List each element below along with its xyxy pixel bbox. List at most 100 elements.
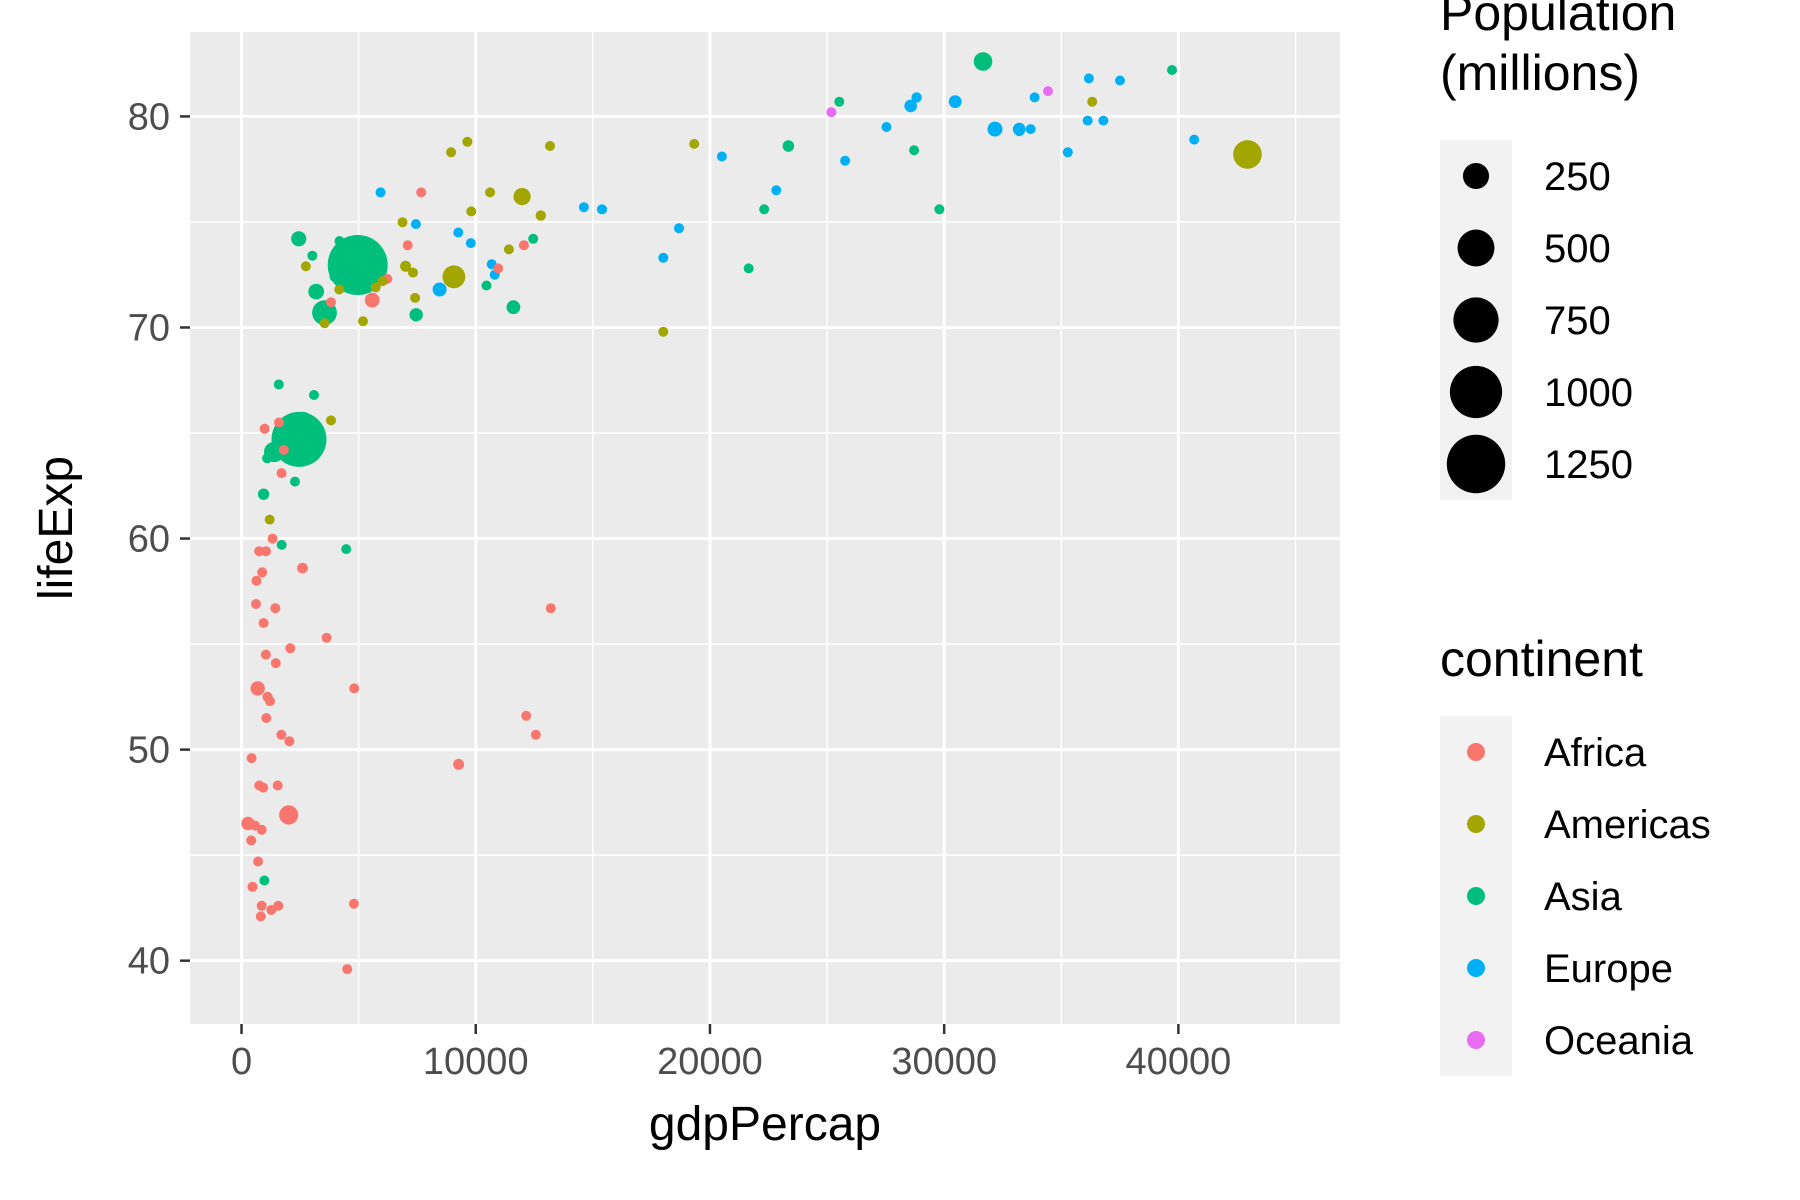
y-tick-label: 70 xyxy=(128,307,170,349)
point-africa xyxy=(250,681,265,696)
point-europe xyxy=(1083,73,1094,84)
point-africa xyxy=(273,900,284,911)
point-africa xyxy=(251,575,262,586)
point-oceania xyxy=(1043,86,1053,97)
size-legend-label: 1250 xyxy=(1544,443,1633,487)
point-asia xyxy=(409,308,423,322)
point-europe xyxy=(674,223,684,234)
point-americas xyxy=(358,316,368,327)
point-americas xyxy=(485,187,496,198)
size-legend-key xyxy=(1457,229,1495,267)
y-tick-label: 60 xyxy=(128,519,170,561)
point-asia xyxy=(759,204,770,215)
point-africa xyxy=(321,632,332,643)
point-africa xyxy=(254,546,265,557)
point-europe xyxy=(453,227,464,238)
point-africa xyxy=(342,964,353,975)
x-axis-title: gdpPercap xyxy=(649,1098,881,1151)
point-europe xyxy=(881,122,892,132)
point-americas xyxy=(503,244,514,255)
point-americas xyxy=(319,318,330,329)
point-americas xyxy=(535,210,546,221)
point-africa xyxy=(326,297,336,308)
point-europe xyxy=(771,185,782,196)
y-axis-title: lifeExp xyxy=(30,456,83,600)
point-africa xyxy=(258,618,269,628)
point-asia xyxy=(273,379,284,390)
point-asia xyxy=(327,235,388,295)
point-africa xyxy=(493,263,504,274)
color-legend-label: Americas xyxy=(1544,803,1711,847)
point-americas xyxy=(1087,96,1098,107)
point-americas xyxy=(658,326,669,337)
point-asia xyxy=(259,875,270,886)
plot-panel xyxy=(190,32,1340,1024)
point-asia xyxy=(934,204,945,215)
point-africa xyxy=(285,643,296,654)
size-legend-label: 750 xyxy=(1544,299,1611,343)
point-asia xyxy=(506,300,521,315)
point-africa xyxy=(255,911,266,922)
point-africa xyxy=(364,292,380,308)
y-axis: 40 50 60 70 80 xyxy=(128,96,190,983)
size-legend-title: Population xyxy=(1440,0,1676,41)
point-africa xyxy=(521,710,532,721)
point-americas xyxy=(466,206,477,217)
point-asia xyxy=(290,476,300,487)
point-asia xyxy=(481,280,492,291)
point-europe xyxy=(1014,126,1025,137)
point-africa xyxy=(247,881,258,892)
point-asia xyxy=(782,140,795,152)
color-legend-label: Europe xyxy=(1544,947,1673,991)
point-europe xyxy=(465,238,476,249)
point-americas xyxy=(1233,140,1262,169)
point-africa xyxy=(246,835,257,846)
point-africa xyxy=(416,187,427,198)
point-asia xyxy=(341,544,352,555)
point-oceania xyxy=(826,107,837,118)
point-africa xyxy=(518,240,529,251)
point-europe xyxy=(1082,115,1093,126)
point-americas xyxy=(513,188,531,206)
point-europe xyxy=(596,204,608,215)
point-asia xyxy=(291,231,307,247)
point-americas xyxy=(334,284,345,295)
point-europe xyxy=(410,219,421,230)
x-tick-label: 40000 xyxy=(1126,1041,1232,1083)
point-africa xyxy=(256,900,267,911)
point-asia xyxy=(262,453,273,464)
point-africa xyxy=(270,658,281,669)
point-europe xyxy=(432,282,447,297)
point-asia xyxy=(291,411,314,434)
point-africa xyxy=(261,713,272,723)
point-africa xyxy=(276,729,287,740)
point-americas xyxy=(326,415,336,426)
point-africa xyxy=(278,444,289,455)
point-europe xyxy=(1029,92,1040,103)
point-asia xyxy=(834,96,845,107)
color-legend-label: Africa xyxy=(1544,731,1647,775)
point-asia xyxy=(342,269,353,280)
x-tick-label: 30000 xyxy=(891,1041,997,1083)
point-europe xyxy=(1098,115,1109,126)
point-asia xyxy=(528,233,539,244)
point-asia xyxy=(308,283,325,300)
point-africa xyxy=(349,683,360,694)
point-europe xyxy=(375,187,386,198)
point-africa xyxy=(259,423,270,434)
point-europe xyxy=(1025,124,1036,135)
point-americas xyxy=(370,282,381,293)
y-tick-label: 40 xyxy=(128,941,170,983)
color-legend-label: Asia xyxy=(1544,875,1623,919)
point-europe xyxy=(948,95,962,109)
point-africa xyxy=(279,805,299,825)
point-africa xyxy=(253,856,264,867)
point-americas xyxy=(545,141,555,151)
size-legend-label: 1000 xyxy=(1544,371,1633,415)
point-europe xyxy=(658,252,669,263)
y-tick-label: 80 xyxy=(128,96,170,138)
point-asia xyxy=(1167,65,1177,75)
size-legend-title: (millions) xyxy=(1440,45,1640,101)
color-legend-key-europe xyxy=(1467,959,1485,977)
point-africa xyxy=(276,468,287,479)
